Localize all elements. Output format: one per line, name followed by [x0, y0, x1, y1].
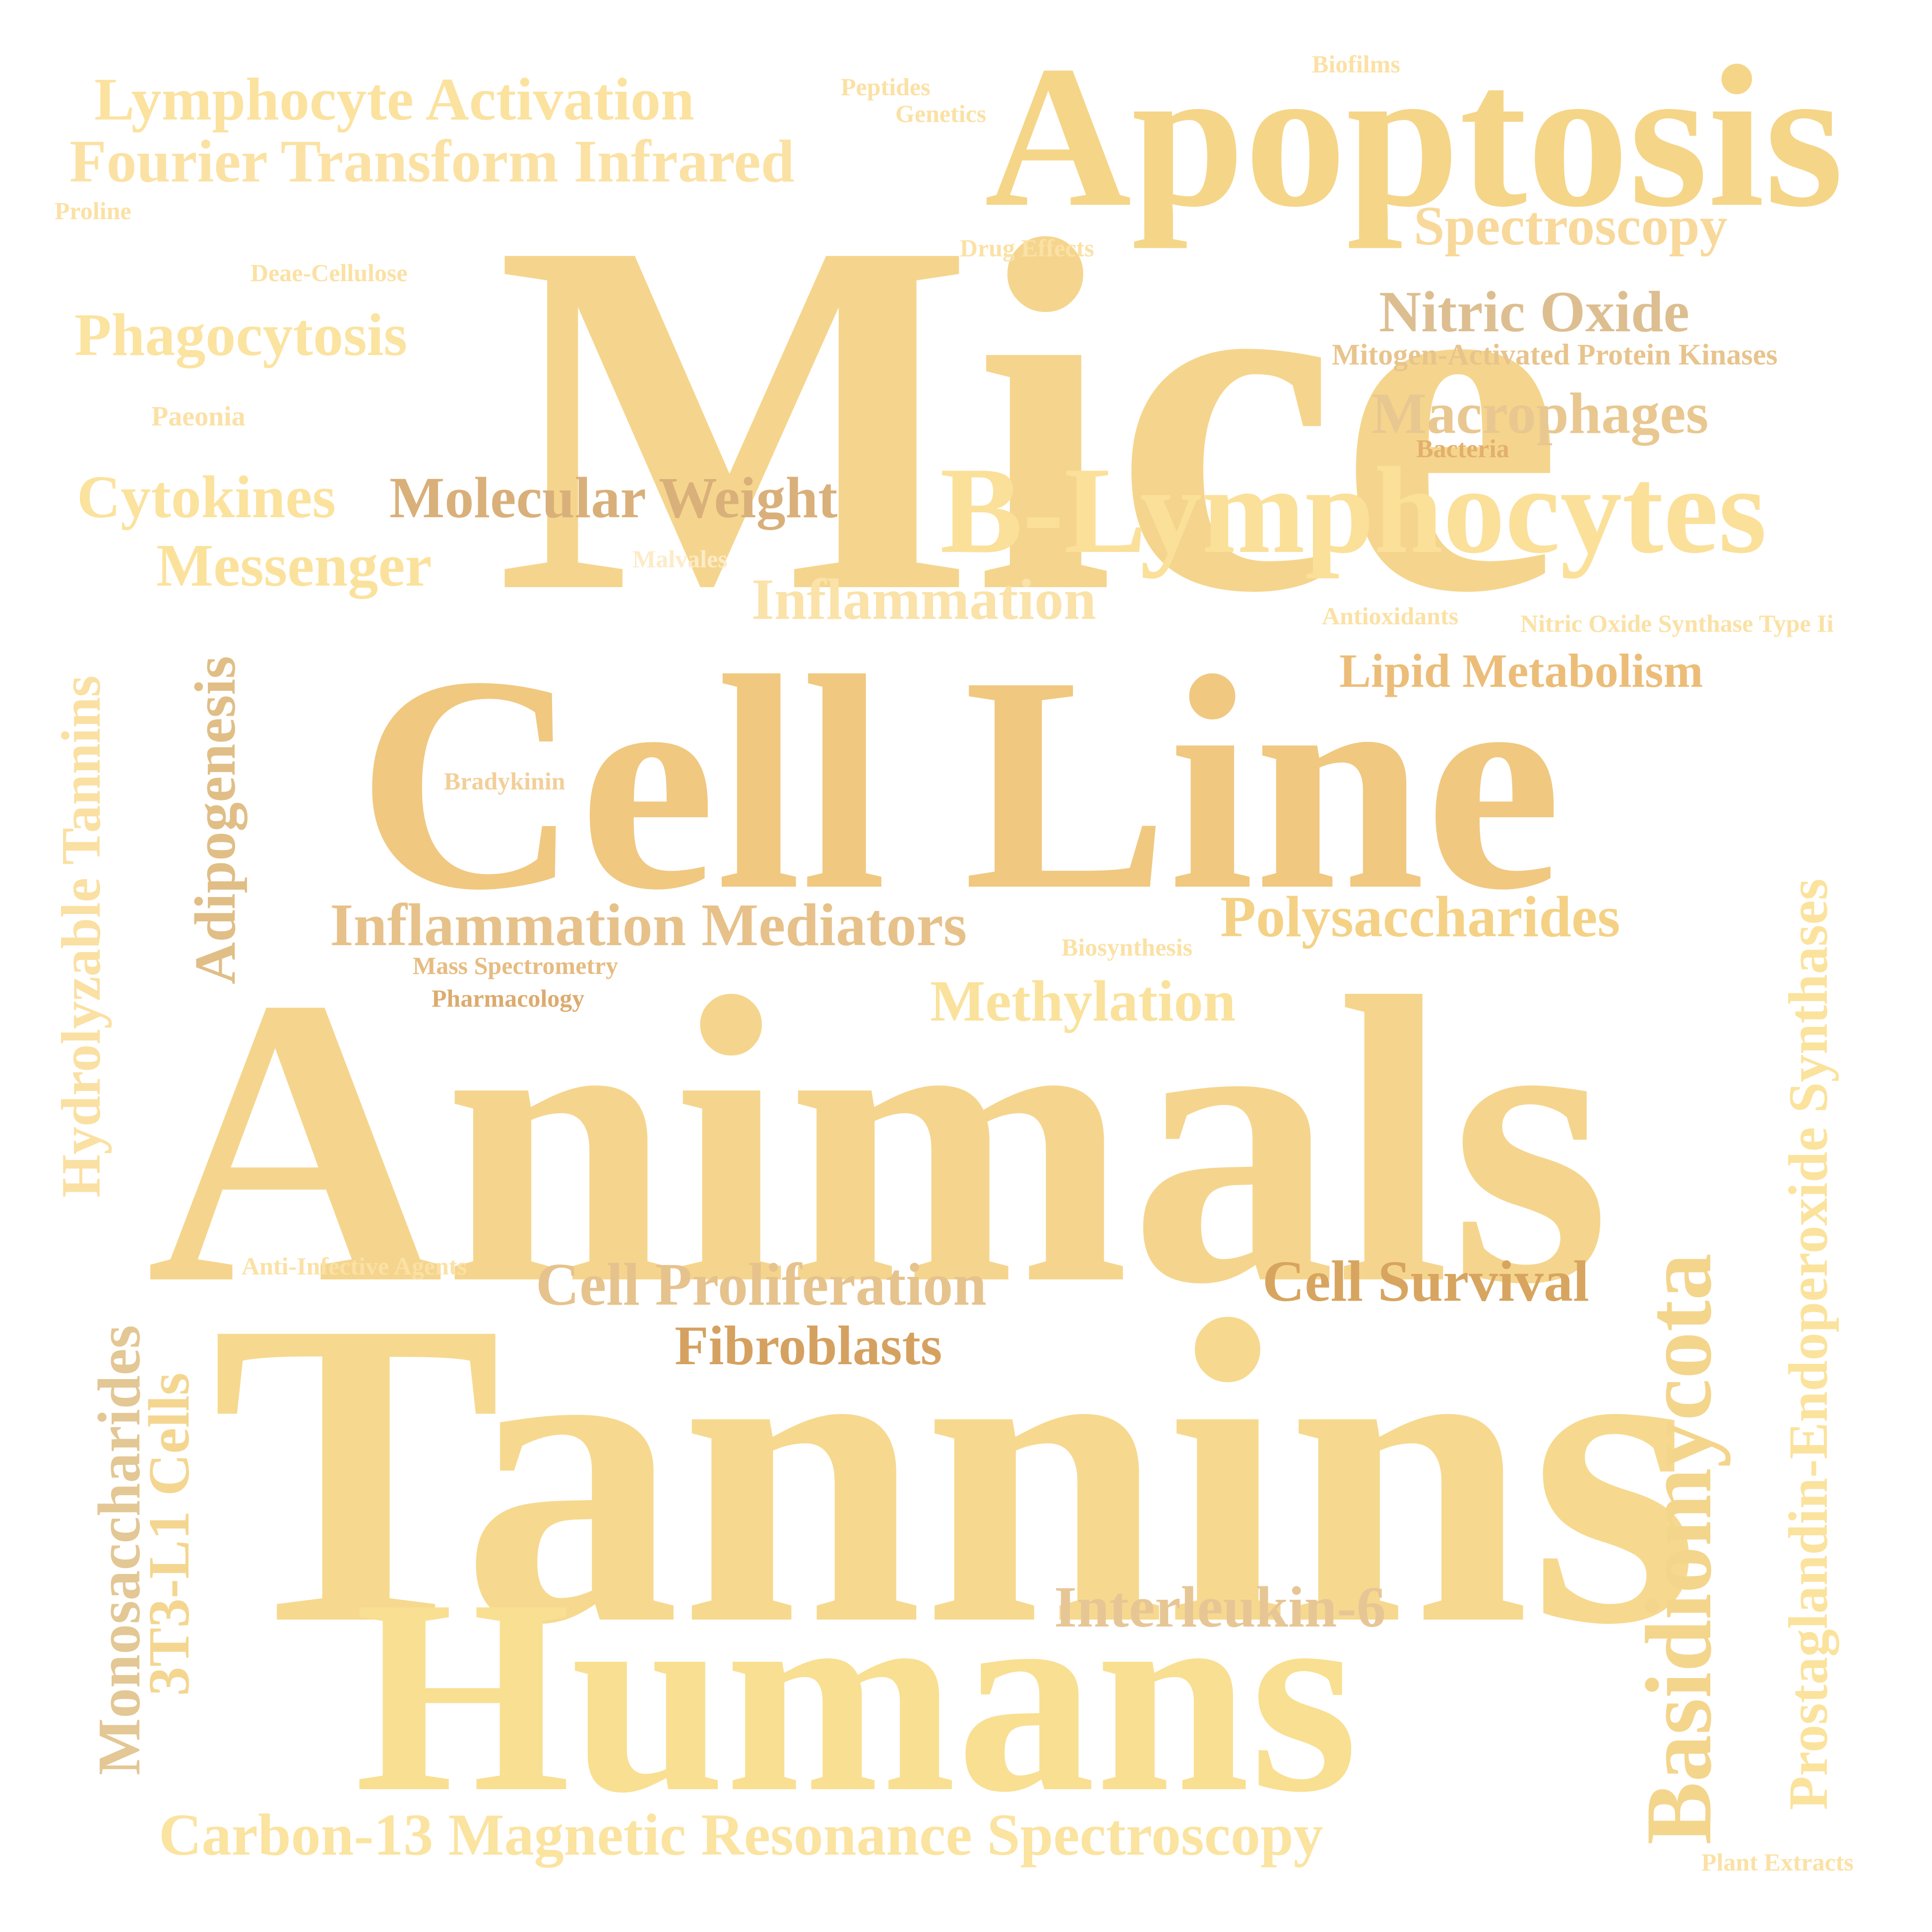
word-apoptosis: Apoptosis	[985, 24, 1844, 249]
word-cell-proliferation: Cell Proliferation	[536, 1251, 987, 1318]
word-mitogen-activated-protein-kinases: Mitogen-Activated Protein Kinases	[1332, 338, 1778, 371]
word-peptides: Peptides	[841, 73, 931, 101]
word-plant-extracts: Plant Extracts	[1701, 1848, 1854, 1876]
word-basidiomycota: Basidiomycota	[1627, 1253, 1731, 1845]
word-genetics: Genetics	[895, 100, 987, 127]
word-molecular-weight: Molecular Weight	[389, 465, 838, 530]
word-anti-infective-agents: Anti-Infective Agents	[242, 1252, 467, 1280]
word-mass-spectrometry: Mass Spectrometry	[413, 952, 619, 979]
word-adipogenesis: Adipogenesis	[183, 656, 248, 984]
word-malvales: Malvales	[632, 545, 728, 573]
word-nitric-oxide-synthase-type-ii: Nitric Oxide Synthase Type Ii	[1520, 609, 1834, 637]
word-nitric-oxide: Nitric Oxide	[1379, 279, 1689, 344]
word-biosynthesis: Biosynthesis	[1061, 933, 1192, 961]
word-humans: Humans	[355, 1542, 1358, 1850]
word-polysaccharides: Polysaccharides	[1220, 884, 1620, 949]
word-bradykinin: Bradykinin	[444, 767, 565, 795]
word-cell-survival: Cell Survival	[1262, 1249, 1589, 1314]
word-deae-cellulose: Deae-Cellulose	[250, 259, 408, 287]
word-fourier-transform-infrared: Fourier Transform Infrared	[69, 128, 795, 195]
word-drug-effects: Drug Effects	[960, 234, 1094, 262]
word-inflammation: Inflammation	[751, 567, 1096, 632]
word-lipid-metabolism: Lipid Metabolism	[1339, 644, 1703, 697]
word-pharmacology: Pharmacology	[432, 984, 585, 1012]
word-cytokines: Cytokines	[77, 464, 336, 531]
word-mice: Mice	[496, 136, 1563, 697]
word-cell-line: Cell Line	[357, 613, 1562, 954]
word-proline: Proline	[55, 197, 131, 225]
word-tannins: Tannins	[211, 1231, 1700, 1714]
word-fibroblasts: Fibroblasts	[675, 1315, 942, 1377]
word-paeonia: Paeonia	[151, 401, 246, 432]
word-bacteria: Bacteria	[1416, 435, 1509, 463]
word-hydrolyzable-tannins: Hydrolyzable Tannins	[51, 675, 112, 1198]
word-biofilms: Biofilms	[1312, 50, 1400, 78]
word-interleukin-6: Interleukin-6	[1054, 1574, 1386, 1639]
word-spectroscopy: Spectroscopy	[1414, 195, 1728, 257]
word-3t3-l1-cells: 3T3-L1 Cells	[136, 1372, 201, 1696]
word-macrophages: Macrophages	[1371, 381, 1709, 446]
word-carbon-13-magnetic-resonance-spectroscopy: Carbon-13 Magnetic Resonance Spectroscop…	[159, 1802, 1323, 1868]
word-animals: Animals	[146, 912, 1611, 1369]
word-phagocytosis: Phagocytosis	[74, 302, 407, 368]
word-inflammation-mediators: Inflammation Mediators	[330, 892, 967, 959]
word-prostaglandin-endoperoxide-synthases: Prostaglandin-Endoperoxide Synthases	[1778, 878, 1839, 1810]
word-b-lymphocytes: B-Lymphocytes	[940, 442, 1767, 579]
word-messenger: Messenger	[156, 532, 432, 599]
word-antioxidants: Antioxidants	[1322, 602, 1459, 630]
word-lymphocyte-activation: Lymphocyte Activation	[94, 66, 694, 133]
word-methylation: Methylation	[930, 968, 1236, 1033]
